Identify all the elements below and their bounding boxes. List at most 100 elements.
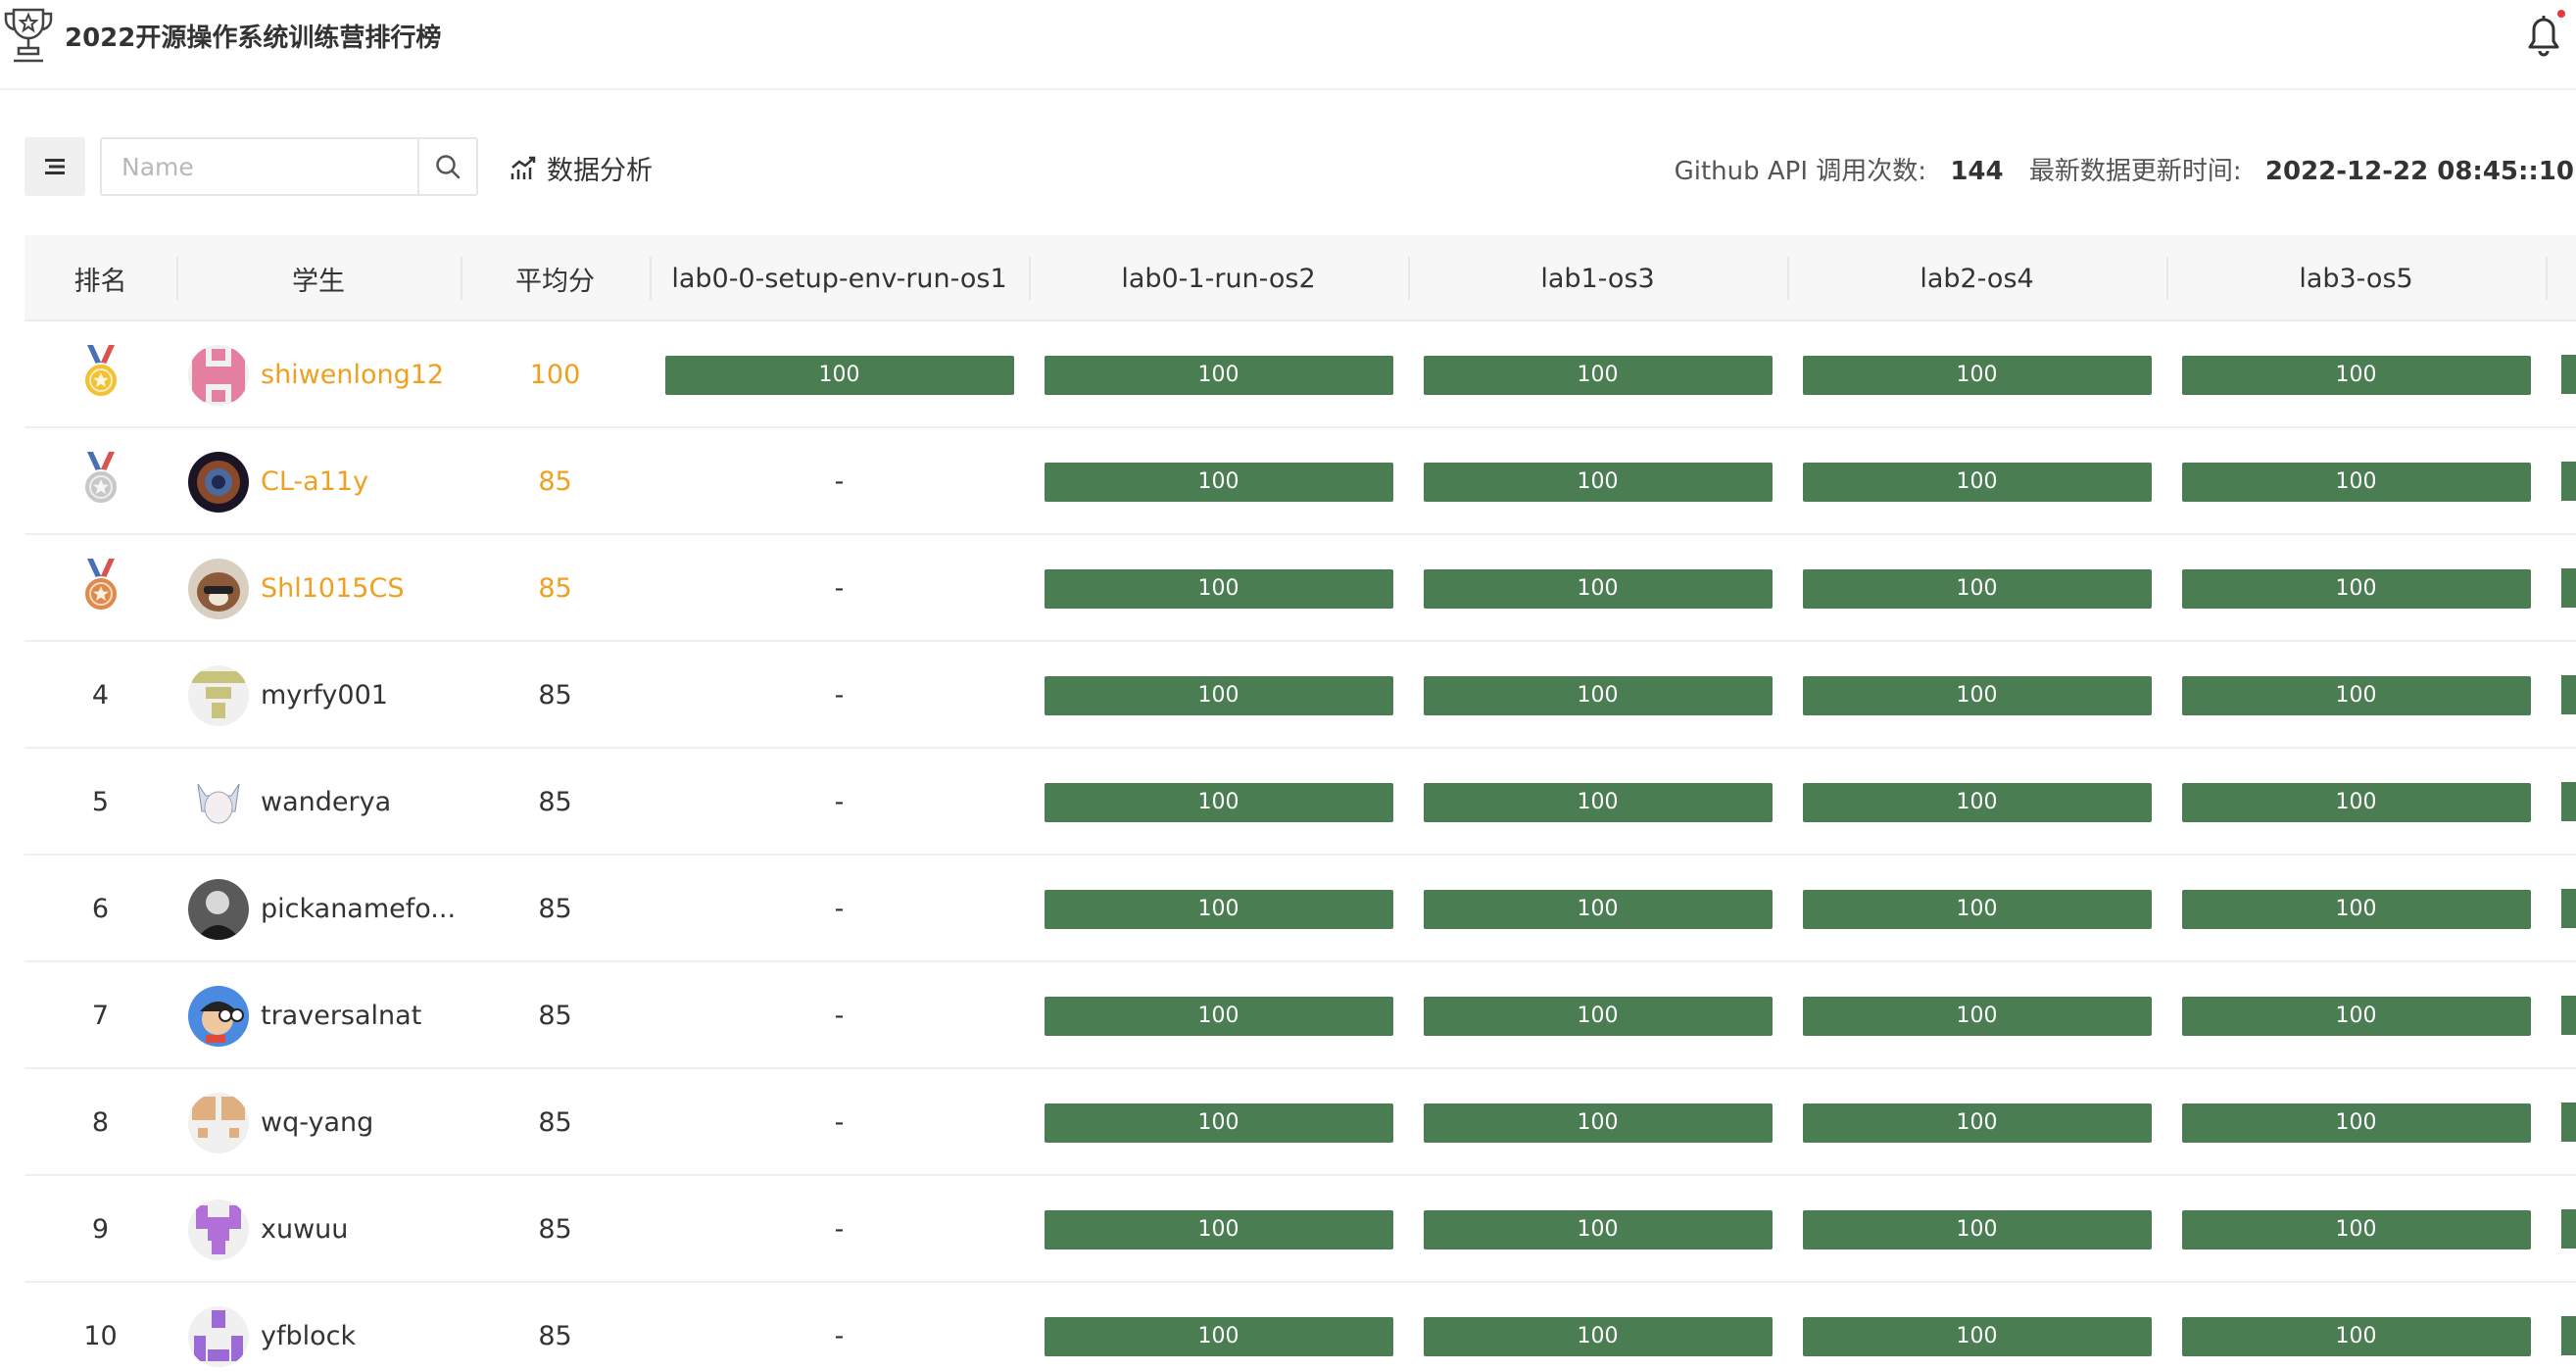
menu-toggle-button[interactable] [24, 137, 85, 196]
student-cell: xuwuu [24, 1176, 461, 1283]
student-name[interactable]: yfblock [261, 1321, 357, 1351]
score-bar-partial [2561, 996, 2576, 1035]
chart-icon [510, 156, 536, 179]
lab-score-cell: 100 [1029, 856, 1408, 962]
table-row: Shl1015CS 85 - 100 100 100 100 [24, 535, 2576, 642]
avatar[interactable] [188, 1092, 249, 1153]
avatar[interactable] [188, 451, 249, 513]
bell-icon[interactable] [2522, 10, 2565, 61]
page-title: 2022开源操作系统训练营排行榜 [65, 24, 442, 53]
avatar[interactable] [188, 344, 249, 406]
lab-score-cell: - [650, 1069, 1029, 1176]
score-empty: - [834, 1001, 845, 1031]
table-row: shiwenlong12 100 100 100 100 100 100 [24, 321, 2576, 428]
column-header-lab2[interactable]: lab2-os4 [1787, 235, 2166, 321]
score-bar: 100 [1044, 782, 1393, 822]
data-analysis-link[interactable]: 数据分析 [510, 149, 653, 187]
score-bar: 100 [2181, 355, 2531, 395]
score-bar: 100 [1423, 782, 1773, 822]
avatar[interactable] [188, 771, 249, 833]
rank-cell [24, 535, 176, 642]
column-header-average[interactable]: 平均分 [461, 235, 650, 321]
student-cell: Shl1015CS [24, 535, 461, 642]
score-bar: 100 [1423, 1102, 1773, 1143]
lab-score-cell: 100 [1787, 856, 2166, 962]
lab-score-cell: 100 [2166, 535, 2546, 642]
lab-score-cell: 100 [1029, 1283, 1408, 1372]
student-name[interactable]: CL-a11y [261, 466, 369, 497]
lab-score-cell: 100 [1029, 1069, 1408, 1176]
lab-score-cell: 100 [1408, 1283, 1787, 1372]
column-header-rank[interactable]: 排名 [73, 266, 127, 297]
score-bar: 100 [1044, 675, 1393, 715]
score-bar: 100 [1423, 889, 1773, 929]
avatar[interactable] [188, 878, 249, 940]
lab-score-cell: 100 [650, 321, 1029, 428]
lab-score-cell: 100 [1408, 642, 1787, 749]
student-name[interactable]: pickanamefo... [261, 894, 457, 924]
student-name[interactable]: wanderya [261, 787, 392, 817]
score-empty: - [834, 1107, 845, 1138]
score-bar: 100 [1423, 1209, 1773, 1250]
score-bar: 100 [1044, 996, 1393, 1036]
score-bar: 100 [1802, 1209, 2152, 1250]
rank-cell: 8 [24, 1069, 176, 1176]
score-bar: 100 [1423, 675, 1773, 715]
score-bar: 100 [1423, 355, 1773, 395]
avatar[interactable] [188, 664, 249, 726]
lab-score-cell: 100 [1787, 535, 2166, 642]
column-header-lab0-1[interactable]: lab0-1-run-os2 [1029, 235, 1408, 321]
search-button[interactable] [417, 139, 476, 194]
student-name[interactable]: myrfy001 [261, 680, 388, 710]
score-bar: 100 [1802, 996, 2152, 1036]
bronze-medal-icon [79, 557, 122, 620]
column-header-student[interactable]: 学生 [176, 235, 461, 321]
student-name[interactable]: shiwenlong12 [261, 360, 445, 390]
student-cell: wq-yang [24, 1069, 461, 1176]
notification-dot [2557, 10, 2565, 18]
table-row: 8 wq-yang 85 - 100 100 100 100 [24, 1069, 2576, 1176]
lab-score-cell: 100 [2166, 642, 2546, 749]
score-bar: 100 [1802, 889, 2152, 929]
average-score: 85 [538, 1001, 572, 1031]
lab-score-cell: 100 [1787, 962, 2166, 1069]
avatar[interactable] [188, 1199, 249, 1260]
column-header-lab3[interactable]: lab3-os5 [2166, 235, 2546, 321]
table-row: 4 myrfy001 85 - 100 100 100 100 [24, 642, 2576, 749]
student-name[interactable]: xuwuu [261, 1214, 349, 1245]
rank-cell [24, 321, 176, 428]
avatar[interactable] [188, 985, 249, 1047]
lab-score-cell: 100 [1787, 642, 2166, 749]
api-calls-label: Github API 调用次数: [1674, 157, 1927, 186]
lab-score-cell: 100 [1787, 1069, 2166, 1176]
lab-score-cell: 100 [1787, 321, 2166, 428]
column-header-lab1[interactable]: lab1-os3 [1408, 235, 1787, 321]
lab-score-cell: 100 [2166, 962, 2546, 1069]
api-calls-value: 144 [1950, 157, 2004, 186]
avatar[interactable] [188, 558, 249, 619]
search-input[interactable] [102, 139, 417, 194]
lab-score-cell: 100 [1787, 1176, 2166, 1283]
score-bar: 100 [1044, 1102, 1393, 1143]
score-bar-partial [2561, 889, 2576, 928]
lab-score-cell: 100 [2166, 1283, 2546, 1372]
table-row: 10 yfblock 85 - 100 100 100 100 [24, 1283, 2576, 1372]
score-bar: 100 [1044, 568, 1393, 609]
average-score: 85 [538, 466, 572, 497]
column-header-lab0-0[interactable]: lab0-0-setup-env-run-os1 [650, 235, 1029, 321]
score-empty: - [834, 573, 845, 604]
average-score: 85 [538, 894, 572, 924]
score-empty: - [834, 894, 845, 924]
avatar[interactable] [188, 1305, 249, 1367]
lab-score-cell: 100 [1029, 428, 1408, 535]
student-name[interactable]: Shl1015CS [261, 573, 405, 604]
score-bar: 100 [2181, 889, 2531, 929]
score-bar-partial [2561, 782, 2576, 821]
rank-value: 5 [91, 787, 110, 817]
student-name[interactable]: wq-yang [261, 1107, 374, 1138]
stats-info: Github API 调用次数: 144 最新数据更新时间: 2022-12-2… [1675, 151, 2574, 187]
lab-score-cell: 100 [1787, 1283, 2166, 1372]
lab-score-cell: 100 [1408, 856, 1787, 962]
student-name[interactable]: traversalnat [261, 1001, 422, 1031]
score-bar: 100 [2181, 568, 2531, 609]
